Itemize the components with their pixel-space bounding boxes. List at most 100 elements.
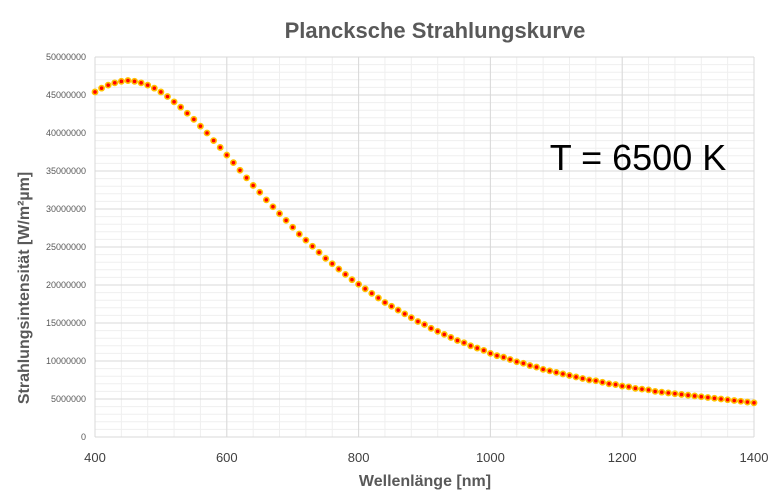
x-tick-label: 1000 <box>476 450 505 465</box>
data-point <box>256 188 264 196</box>
data-point <box>599 378 606 386</box>
data-point <box>467 342 475 350</box>
data-point <box>315 248 323 256</box>
y-tick-label: 45000000 <box>46 90 86 100</box>
data-point <box>394 306 402 314</box>
data-point <box>605 380 613 388</box>
data-point <box>704 394 712 401</box>
data-points <box>91 77 758 407</box>
data-point <box>216 144 224 151</box>
data-point <box>737 397 745 405</box>
data-point <box>546 367 554 375</box>
data-point <box>355 280 362 288</box>
y-tick-label: 10000000 <box>46 356 86 366</box>
data-point <box>750 399 758 407</box>
y-axis-title: Strahlungsintensität [W/m²µm] <box>16 172 33 404</box>
data-point <box>229 159 237 167</box>
data-point <box>440 330 448 338</box>
data-point <box>276 210 283 217</box>
data-point <box>434 327 442 335</box>
data-point <box>177 103 185 111</box>
data-point <box>407 314 415 322</box>
data-point <box>744 398 751 406</box>
data-point <box>328 260 336 268</box>
data-point <box>170 98 178 106</box>
data-point <box>368 289 376 297</box>
y-tick-label: 30000000 <box>46 204 86 214</box>
y-tick-label: 20000000 <box>46 280 86 290</box>
data-point <box>164 93 171 100</box>
data-point <box>282 216 290 224</box>
data-point <box>414 318 422 325</box>
x-tick-label: 1200 <box>608 450 637 465</box>
data-point <box>348 276 356 284</box>
data-point <box>460 339 468 347</box>
data-point <box>631 384 639 392</box>
data-point <box>223 151 231 159</box>
data-point <box>671 390 679 398</box>
data-point <box>526 362 534 369</box>
data-point <box>124 77 132 84</box>
x-tick-label: 800 <box>348 450 370 465</box>
data-point <box>381 299 389 306</box>
y-tick-label: 35000000 <box>46 166 86 176</box>
data-point <box>150 84 158 92</box>
y-tick-label: 5000000 <box>51 394 86 404</box>
data-point <box>572 373 580 381</box>
data-point <box>98 84 105 92</box>
y-tick-labels: 0 5000000 10000000 15000000 20000000 25000000… <box>46 52 86 442</box>
data-point <box>730 397 738 404</box>
data-point <box>91 88 99 96</box>
data-point <box>157 88 165 96</box>
data-point <box>137 79 145 87</box>
data-point <box>249 182 257 189</box>
data-point <box>210 137 218 144</box>
x-tick-label: 600 <box>216 450 238 465</box>
data-point <box>480 346 488 354</box>
data-point <box>618 382 626 390</box>
data-point <box>717 395 725 403</box>
data-point <box>361 285 369 293</box>
data-point <box>342 270 349 278</box>
data-point <box>592 377 600 385</box>
data-point <box>658 388 666 396</box>
data-point <box>559 370 567 378</box>
y-tick-label: 25000000 <box>46 242 86 252</box>
data-point <box>566 372 573 379</box>
data-point <box>612 381 620 388</box>
data-point <box>117 77 125 85</box>
major-gridlines <box>94 56 755 438</box>
data-point <box>203 129 211 137</box>
data-point <box>269 203 277 211</box>
data-point <box>190 115 198 123</box>
data-point <box>289 223 297 231</box>
x-tick-label: 1400 <box>740 450 769 465</box>
data-point <box>388 302 395 310</box>
data-point <box>302 236 310 244</box>
data-point <box>197 122 204 130</box>
data-point <box>144 81 152 89</box>
y-tick-label: 50000000 <box>46 52 86 62</box>
data-point <box>684 391 692 399</box>
data-point <box>651 387 659 395</box>
data-point <box>678 391 685 398</box>
data-point <box>183 109 191 117</box>
data-point <box>539 365 547 373</box>
data-point <box>309 242 316 250</box>
data-point <box>493 352 501 360</box>
temperature-annotation: T = 6500 K <box>550 137 726 178</box>
data-point <box>104 81 112 89</box>
data-point <box>506 356 514 363</box>
data-point <box>262 196 270 204</box>
y-tick-label: 0 <box>81 432 86 442</box>
data-point <box>401 310 409 318</box>
data-point <box>638 385 646 393</box>
data-point <box>691 392 699 400</box>
data-point <box>374 294 382 302</box>
data-point <box>519 359 527 367</box>
data-point <box>585 376 593 384</box>
chart-title: Plancksche Strahlungskurve <box>285 18 586 43</box>
data-point <box>724 396 732 404</box>
